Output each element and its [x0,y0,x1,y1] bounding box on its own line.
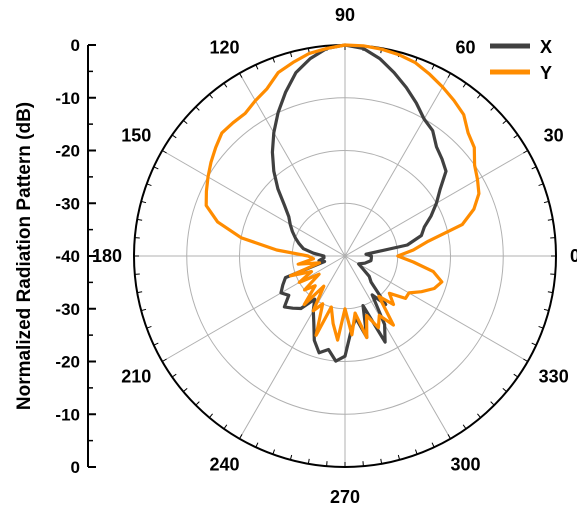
angle-tick [477,413,482,418]
angle-label: 60 [455,37,475,57]
angle-tick [380,458,383,464]
angle-tick [447,73,451,78]
angle-tick [490,106,495,111]
angle-tick [171,134,177,139]
y-axis-title: Normalized Radiation Pattern (dB) [14,102,35,410]
angle-tick [531,342,537,346]
angle-tick [502,388,507,393]
radial-tick-label: 0 [71,36,80,55]
legend-label-y: Y [540,63,552,83]
radial-tick-label: -40 [55,247,80,266]
radial-tick-label: -20 [55,353,80,372]
angle-tick [183,119,188,124]
angle-label: 120 [209,37,239,57]
radial-tick-label: 0 [71,458,80,477]
legend: XY [490,37,552,83]
angle-label: 300 [450,455,480,475]
angle-tick [162,358,167,362]
angle-tick [255,442,259,448]
series-line-y [204,43,481,342]
angle-tick [239,73,243,78]
angle-tick [431,64,435,70]
angle-label: 0 [570,246,577,266]
series-layer [204,43,481,363]
grid-spoke [344,73,451,257]
angle-tick [289,454,293,460]
angle-tick [239,434,243,439]
angle-tick [547,218,553,221]
angle-tick [447,434,451,439]
grid-spoke [344,255,451,439]
radial-tick-label: -30 [55,300,80,319]
angle-tick [141,200,147,204]
grid-spoke [162,150,346,257]
angle-label: 30 [544,126,564,146]
angle-tick [538,183,544,187]
angle-tick [502,119,507,124]
angle-tick [141,308,147,312]
angle-tick [414,449,418,455]
radial-tick-label: -10 [55,405,80,424]
angle-label: 240 [209,455,239,475]
radial-axis: 0 -10 -20 -30 -40 -30 -20 -10 0 [55,36,96,477]
angle-tick [137,218,143,221]
angle-tick [523,358,528,362]
angle-tick [146,183,152,187]
angle-label: 330 [539,367,569,387]
angle-label: 90 [335,5,355,25]
grid-spoke [162,255,346,362]
angle-tick [538,325,544,329]
legend-label-x: X [540,37,552,57]
angle-tick [513,373,519,378]
angle-tick [462,424,467,430]
grid-spoke [344,255,528,362]
radial-tick-label: -30 [55,194,80,213]
angle-label: 180 [92,246,122,266]
angle-tick [431,442,435,448]
angle-tick [490,401,495,406]
angle-tick [543,200,549,204]
angle-tick [255,64,259,70]
angle-tick [195,401,200,406]
angle-tick [513,134,519,139]
grid-spoke [239,255,346,439]
series-line-x [270,43,448,363]
angle-tick [523,150,528,154]
angle-tick [208,94,213,99]
angle-tick [397,454,401,460]
angle-tick [223,424,228,430]
angle-tick [146,325,152,329]
angle-tick [547,291,553,294]
angle-tick [195,106,200,111]
angle-tick [208,413,213,418]
angle-labels: 0 30 60 90 120 150 180 210 240 270 300 330 [92,5,577,505]
angle-tick [477,94,482,99]
angle-tick [223,82,228,88]
radial-tick-label: -10 [55,89,80,108]
angle-tick [153,166,159,170]
angle-tick [137,291,143,294]
polar-grid [133,44,557,468]
angle-label: 270 [330,487,360,505]
angle-tick [462,82,467,88]
angle-tick [289,52,293,58]
angle-tick [272,57,276,63]
angle-tick [543,308,549,312]
angle-tick [307,458,310,464]
angle-label: 150 [121,126,151,146]
angle-tick [162,150,167,154]
grid-spoke [239,73,346,257]
angle-label: 210 [121,367,151,387]
angle-tick [531,166,537,170]
radial-tick-label: -20 [55,142,80,161]
angle-tick [183,388,188,393]
angle-tick [153,342,159,346]
angle-tick [171,373,177,378]
angle-tick [272,449,276,455]
